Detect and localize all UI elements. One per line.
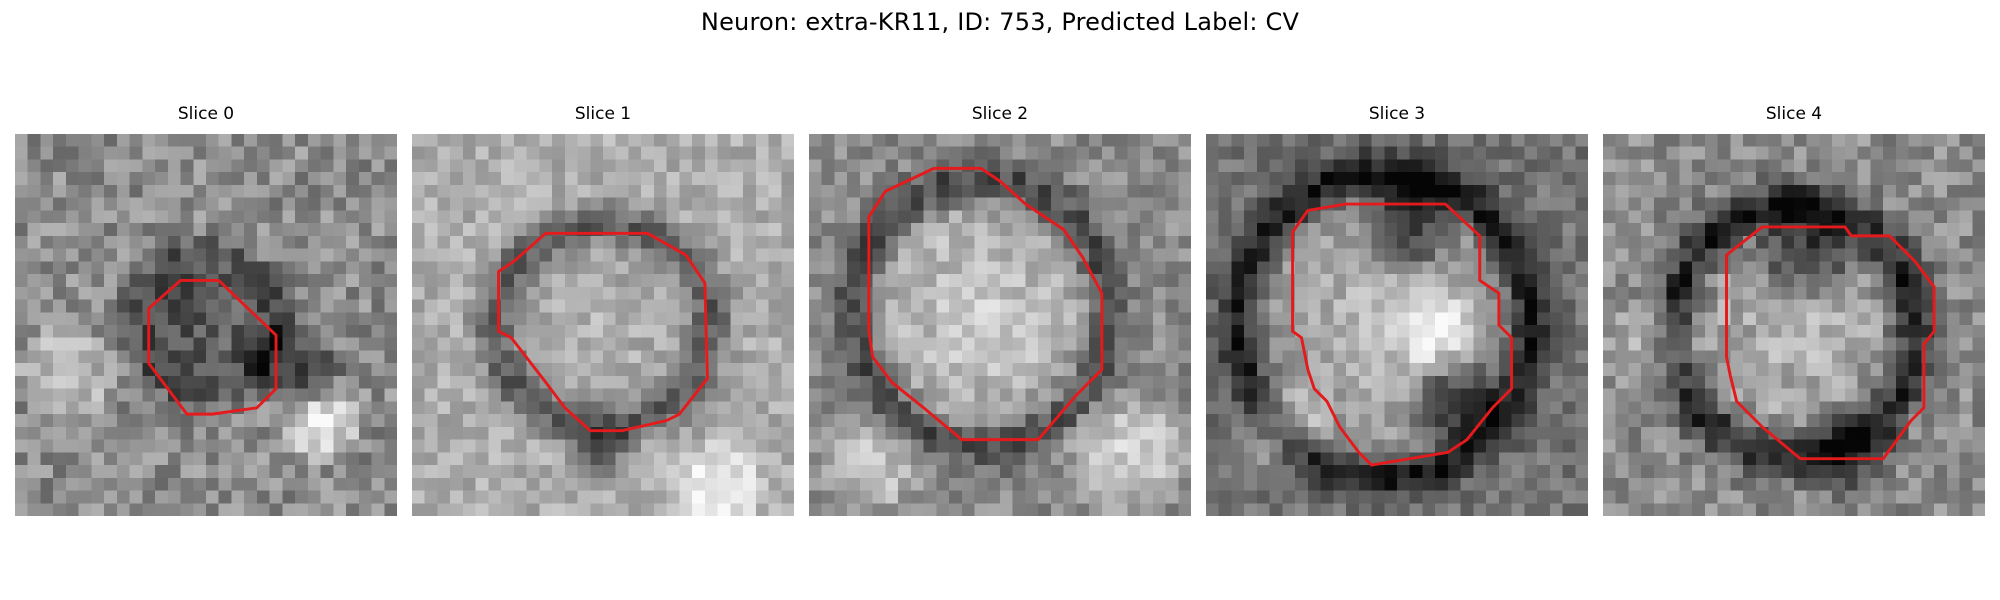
segmentation-contour-1 bbox=[497, 231, 709, 433]
slice-image-2 bbox=[809, 134, 1191, 516]
segmentation-contour-2 bbox=[867, 166, 1104, 442]
slice-image-3 bbox=[1206, 134, 1588, 516]
slice-title-4: Slice 4 bbox=[1765, 104, 1823, 124]
slice-image-1 bbox=[412, 134, 794, 516]
segmentation-contour-0 bbox=[147, 278, 278, 416]
slice-image-4 bbox=[1603, 134, 1985, 516]
slice-title-1: Slice 1 bbox=[574, 104, 632, 124]
segmentation-contour-3 bbox=[1291, 202, 1514, 467]
segmentation-contour-4 bbox=[1725, 225, 1936, 461]
figure-title: Neuron: extra-KR11, ID: 753, Predicted L… bbox=[700, 8, 1300, 36]
slice-image-0 bbox=[15, 134, 397, 516]
slice-title-2: Slice 2 bbox=[971, 104, 1029, 124]
slice-title-0: Slice 0 bbox=[177, 104, 235, 124]
slice-title-3: Slice 3 bbox=[1368, 104, 1426, 124]
